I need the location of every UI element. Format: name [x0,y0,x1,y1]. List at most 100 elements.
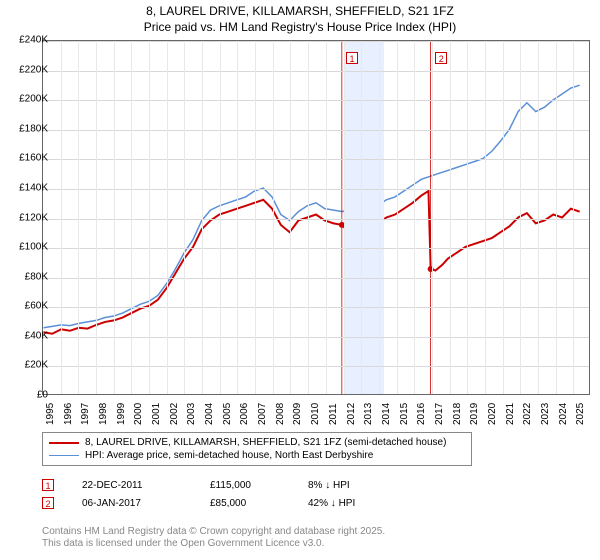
x-tick-label: 2005 [222,403,233,425]
x-tick-label: 2010 [310,403,321,425]
chart-title: 8, LAUREL DRIVE, KILLAMARSH, SHEFFIELD, … [0,0,600,35]
x-tick-label: 2007 [257,403,268,425]
x-tick-label: 2006 [239,403,250,425]
x-gridline [78,41,79,394]
y-gridline [43,71,589,72]
x-gridline [344,41,345,394]
x-tick-label: 2009 [292,403,303,425]
legend-label: 8, LAUREL DRIVE, KILLAMARSH, SHEFFIELD, … [85,437,446,448]
x-tick-label: 2020 [487,403,498,425]
x-tick-label: 2021 [505,403,516,425]
legend-label: HPI: Average price, semi-detached house,… [85,450,373,461]
x-tick-label: 1998 [98,403,109,425]
y-gridline [43,366,589,367]
x-tick-label: 2012 [346,403,357,425]
y-tick-label: £60K [25,301,48,312]
x-gridline [485,41,486,394]
marker-box-2: 2 [435,52,447,64]
y-tick-label: £40K [25,330,48,341]
x-gridline [308,41,309,394]
x-tick-label: 2001 [151,403,162,425]
marker-date: 06-JAN-2017 [82,498,182,509]
x-gridline [538,41,539,394]
x-tick-label: 2016 [416,403,427,425]
x-gridline [503,41,504,394]
legend-swatch [49,455,79,457]
x-gridline [184,41,185,394]
y-tick-label: £120K [19,212,48,223]
y-gridline [43,41,589,42]
x-gridline [114,41,115,394]
x-tick-label: 2019 [469,403,480,425]
x-tick-label: 1996 [63,403,74,425]
footer-line2: This data is licensed under the Open Gov… [42,538,385,550]
x-gridline [520,41,521,394]
marker-price: £85,000 [210,498,280,509]
x-gridline [379,41,380,394]
y-tick-label: £240K [19,35,48,46]
x-gridline [556,41,557,394]
x-tick-label: 2004 [204,403,215,425]
y-gridline [43,130,589,131]
y-tick-label: £180K [19,123,48,134]
x-gridline [290,41,291,394]
marker-date: 22-DEC-2011 [82,480,182,491]
x-tick-label: 2023 [540,403,551,425]
x-tick-label: 1997 [80,403,91,425]
x-tick-label: 2024 [558,403,569,425]
x-gridline [326,41,327,394]
y-gridline [43,100,589,101]
chart-svg [43,41,589,394]
y-tick-label: £160K [19,153,48,164]
y-gridline [43,248,589,249]
y-gridline [43,189,589,190]
y-gridline [43,337,589,338]
title-line2: Price paid vs. HM Land Registry's House … [0,20,600,36]
marker-table-row: 206-JAN-2017£85,00042% ↓ HPI [42,494,398,512]
y-tick-label: £80K [25,271,48,282]
x-gridline [237,41,238,394]
marker-table-row: 122-DEC-2011£115,0008% ↓ HPI [42,476,398,494]
y-tick-label: £140K [19,182,48,193]
chart-plot-area: 12 [42,40,590,395]
x-tick-label: 2000 [133,403,144,425]
x-tick-label: 2022 [522,403,533,425]
series-hpi [44,85,580,328]
title-line1: 8, LAUREL DRIVE, KILLAMARSH, SHEFFIELD, … [0,4,600,20]
legend-row: HPI: Average price, semi-detached house,… [49,449,465,462]
y-gridline [43,219,589,220]
x-gridline [273,41,274,394]
y-tick-label: £220K [19,64,48,75]
marker-pct: 8% ↓ HPI [308,480,398,491]
y-gridline [43,307,589,308]
shaded-range [344,41,362,394]
x-tick-label: 2008 [275,403,286,425]
y-tick-label: £20K [25,360,48,371]
footer-text: Contains HM Land Registry data © Crown c… [42,526,385,550]
y-tick-label: £200K [19,94,48,105]
x-gridline [467,41,468,394]
y-tick-label: £100K [19,242,48,253]
legend-row: 8, LAUREL DRIVE, KILLAMARSH, SHEFFIELD, … [49,436,465,449]
y-gridline [43,159,589,160]
y-gridline [43,278,589,279]
x-gridline [432,41,433,394]
x-tick-label: 2015 [399,403,410,425]
x-tick-label: 2014 [381,403,392,425]
x-tick-label: 2025 [575,403,586,425]
x-tick-label: 2017 [434,403,445,425]
x-gridline [61,41,62,394]
x-gridline [202,41,203,394]
marker-box-1: 1 [346,52,358,64]
legend-swatch [49,442,79,444]
footer-line1: Contains HM Land Registry data © Crown c… [42,526,385,538]
x-tick-label: 2003 [186,403,197,425]
marker-pct: 42% ↓ HPI [308,498,398,509]
x-gridline [131,41,132,394]
x-tick-label: 1995 [45,403,56,425]
x-gridline [96,41,97,394]
x-gridline [167,41,168,394]
marker-id-box: 1 [42,479,54,491]
x-gridline [220,41,221,394]
x-gridline [397,41,398,394]
